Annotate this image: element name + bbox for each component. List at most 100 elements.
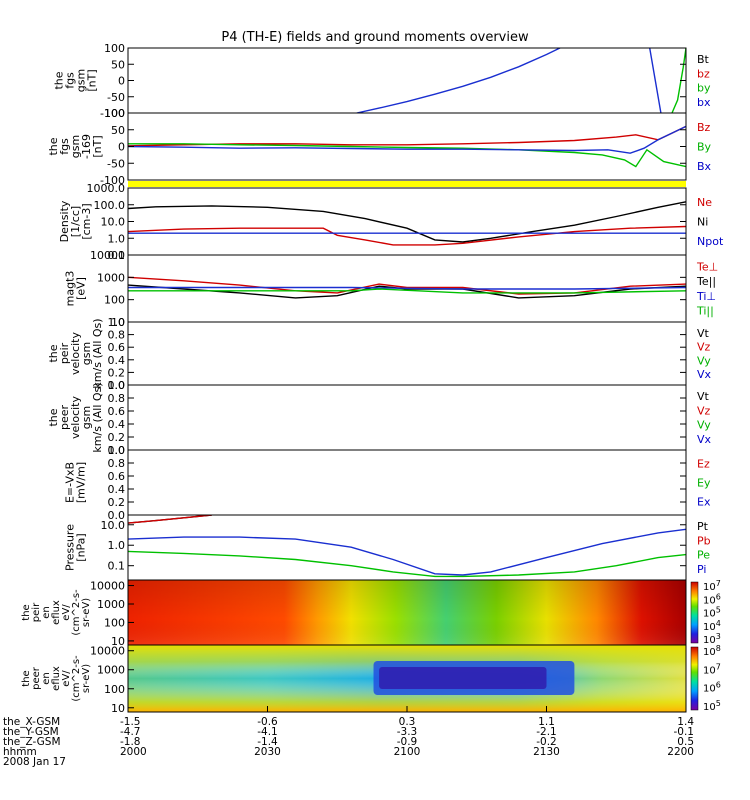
y-axis-label-line: the	[21, 604, 32, 620]
y-tick-label: 0.0	[108, 379, 126, 392]
y-tick-label: -100	[100, 174, 125, 187]
y-tick-label: 0.1	[108, 560, 126, 573]
x-tick-label: 0.5	[677, 736, 694, 748]
colorbar-tick-label: 107	[703, 579, 721, 593]
y-tick-label: 0.4	[108, 483, 126, 496]
y-axis-label-line: [cm-3]	[80, 203, 93, 239]
x-tick-label: -4.7	[120, 726, 141, 738]
legend-item-bz: Bz	[697, 121, 711, 134]
y-tick-label: 0.2	[108, 366, 126, 379]
quality-flag-bar	[128, 181, 686, 187]
y-tick-label: 0.1	[108, 249, 126, 262]
y-axis-label-line: peer	[31, 666, 42, 690]
colorbar-tick-label: 106	[703, 681, 721, 695]
y-axis-label-line: eflux	[51, 666, 62, 691]
y-tick-label: 0.0	[108, 444, 126, 457]
series-ti-line	[128, 286, 686, 290]
chart-title: P4 (TH-E) fields and ground moments over…	[221, 30, 529, 45]
series-group	[356, 48, 686, 113]
legend-item-vy: Vy	[697, 419, 711, 432]
y-axis-label-line: fgs	[58, 138, 71, 155]
y-tick-label: 1.0	[108, 379, 126, 392]
y-tick-label: 1.0	[108, 232, 126, 245]
series-by-line	[671, 48, 686, 113]
y-axis-label-line: gsm	[75, 69, 88, 92]
y-axis-label-line: the	[53, 71, 66, 89]
y-axis-label-line: (cm^2-s-	[71, 589, 82, 636]
panel-frame	[127, 514, 687, 581]
x-tick-label: 1.1	[538, 716, 555, 728]
y-tick-label: 10	[111, 635, 125, 648]
y-tick-label: -50	[107, 91, 125, 104]
panel-frame	[127, 321, 687, 386]
y-axis-label-line: km/s (All Qs)	[91, 382, 104, 452]
x-tick-label: -0.2	[536, 736, 557, 748]
legend-item-ti: Ti||	[696, 305, 714, 318]
x-tick-label: 2130	[533, 746, 560, 758]
x-tick-label: 1.4	[677, 716, 694, 728]
legend-item-vz: Vz	[697, 404, 711, 417]
y-axis-label-line: the	[47, 137, 60, 155]
colorbar-tick-label: 105	[703, 699, 721, 713]
y-tick-label: 50	[111, 58, 125, 71]
y-tick-label: 1000	[97, 271, 125, 284]
y-tick-label: 0.6	[108, 405, 126, 418]
legend-item-pb: Pb	[697, 534, 711, 547]
y-axis-label-line: eflux	[51, 600, 62, 625]
y-axis-label-line: velocity	[69, 332, 82, 375]
series-bx-line	[356, 48, 562, 113]
series-ne-line	[128, 225, 686, 246]
y-axis-label-line: the	[47, 344, 60, 362]
y-tick-label: 1000	[97, 598, 125, 611]
y-tick-label: 100	[104, 107, 125, 120]
x-axis-row-label: the_Z-GSM	[3, 736, 61, 748]
series-group	[128, 201, 686, 246]
x-tick-label: 2100	[394, 746, 421, 758]
y-axis-label-line: en	[41, 672, 52, 685]
legend-item-pi: Pi	[697, 563, 706, 576]
y-tick-label: 0.0	[108, 509, 126, 522]
legend-item-by: by	[697, 82, 711, 95]
legend-item-vt: Vt	[697, 327, 710, 340]
legend-item-ni: Ni	[697, 216, 708, 229]
colorbar-tick-label: 105	[703, 606, 721, 620]
y-tick-label: 10	[111, 702, 125, 715]
x-tick-label: 2000	[120, 746, 147, 758]
y-tick-label: 1.0	[108, 539, 126, 552]
panel-frame	[127, 384, 687, 451]
y-tick-label: 0.4	[108, 418, 126, 431]
y-axis-label: E=-VxB[mV/m]	[64, 462, 88, 503]
y-tick-label: 100.0	[94, 199, 126, 212]
panel-frame	[127, 47, 687, 114]
x-tick-label: -1.8	[120, 736, 141, 748]
colorbar-tick-label: 106	[703, 592, 721, 606]
date-label: 2008 Jan 17	[3, 756, 66, 768]
series-pb-line	[128, 515, 212, 524]
x-tick-label: -1.5	[120, 716, 141, 728]
y-axis-label-line: eV/	[61, 604, 72, 621]
colorbar	[690, 646, 699, 711]
spectrogram-low-flux-core	[379, 667, 547, 689]
y-axis-label-line: the	[21, 670, 32, 686]
y-axis-label-line: gsm	[69, 135, 82, 158]
legend-item-bx: Bx	[697, 160, 712, 173]
y-axis-label-line: fgs	[64, 72, 77, 89]
y-axis-label: the peir en eflux eV/(cm^2-s-sr-eV)	[21, 589, 92, 636]
panel-peir-vel: 0.00.20.40.60.81.0thepeirvelocitygsmkm/s…	[47, 316, 712, 392]
x-tick-label: 2030	[254, 746, 281, 758]
y-tick-label: 10000	[90, 249, 125, 262]
y-tick-label: 0.6	[108, 470, 126, 483]
y-axis-label-line: [mV/m]	[75, 462, 88, 503]
y-axis-label-line: E=-VxB	[64, 462, 77, 503]
series-bz-line	[128, 125, 686, 147]
legend-item-te: Te||	[696, 275, 716, 288]
y-tick-label: 100	[104, 683, 125, 696]
y-tick-label: 10.0	[101, 216, 126, 229]
